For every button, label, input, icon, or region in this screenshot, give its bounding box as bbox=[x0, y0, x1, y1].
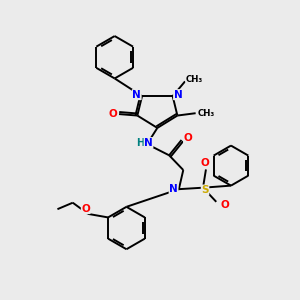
Text: N: N bbox=[169, 184, 178, 194]
Text: CH₃: CH₃ bbox=[197, 109, 214, 118]
Text: O: O bbox=[201, 158, 210, 168]
Text: N: N bbox=[132, 90, 141, 100]
Text: O: O bbox=[108, 109, 117, 119]
Text: O: O bbox=[81, 204, 90, 214]
Text: S: S bbox=[201, 185, 209, 195]
Text: N: N bbox=[174, 90, 182, 100]
Text: O: O bbox=[220, 200, 229, 210]
Text: CH₃: CH₃ bbox=[186, 74, 203, 83]
Text: N: N bbox=[144, 138, 153, 148]
Text: H: H bbox=[136, 138, 144, 148]
Text: O: O bbox=[184, 133, 192, 142]
